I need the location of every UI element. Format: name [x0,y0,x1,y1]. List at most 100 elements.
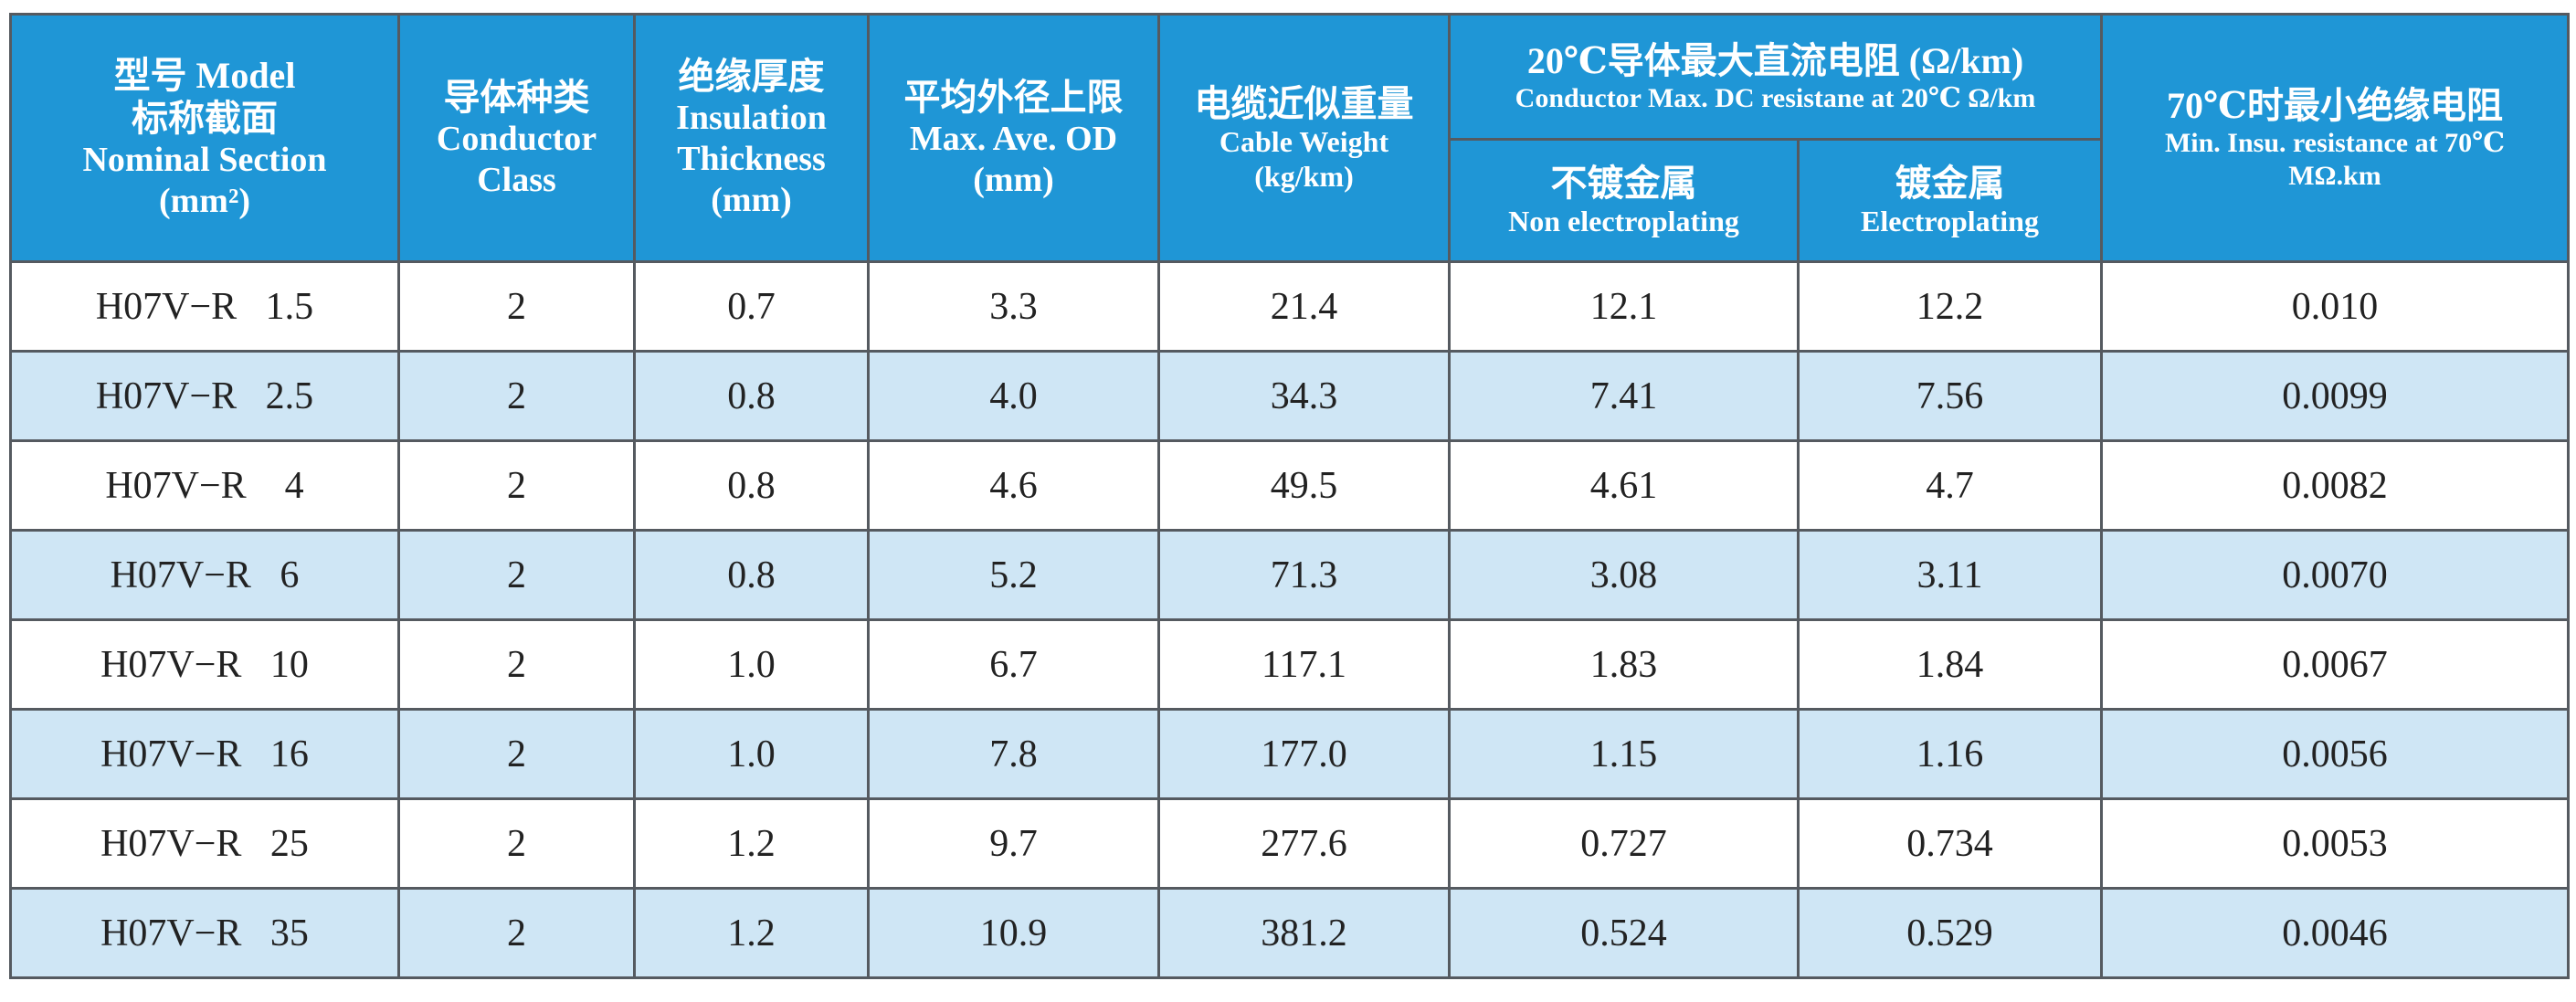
cell-res-plated: 3.11 [1797,529,2103,621]
cell-min-res: 0.010 [2100,260,2570,353]
cell-weight: 177.0 [1157,708,1451,800]
cell-thickness: 1.0 [633,708,870,800]
cell-class: 2 [397,618,636,711]
table-row: H07V−R 4 2 0.8 4.6 49.5 4.61 4.7 0.0082 [9,439,2570,532]
header-dc-resistance: 20℃导体最大直流电阻 (Ω/km) Conductor Max. DC res… [1448,13,2103,141]
cell-class: 2 [397,260,636,353]
header-model-cn: 型号 Model [113,54,296,96]
header-model-section-en: Nominal Section [82,141,327,180]
cell-od: 3.3 [867,260,1160,353]
header-conductor-class-en1: Conductor [436,119,597,158]
cell-weight: 21.4 [1157,260,1451,353]
cell-model: H07V−R 35 [9,887,400,979]
header-min-res-unit: MΩ.km [2288,160,2381,191]
cell-res-non-plated: 1.15 [1448,708,1800,800]
cell-model: H07V−R 10 [9,618,400,711]
cell-min-res: 0.0082 [2100,439,2570,532]
header-max-od: 平均外径上限 Max. Ave. OD (mm) [867,13,1160,263]
cell-res-non-plated: 4.61 [1448,439,1800,532]
header-cable-weight: 电缆近似重量 Cable Weight (kg/km) [1157,13,1451,263]
header-weight-cn: 电缆近似重量 [1194,82,1414,124]
cell-min-res: 0.0099 [2100,350,2570,442]
cell-min-res: 0.0046 [2100,887,2570,979]
cell-model: H07V−R 4 [9,439,400,532]
header-weight-en: Cable Weight [1219,124,1389,158]
cell-thickness: 1.2 [633,797,870,890]
table-body: H07V−R 1.5 2 0.7 3.3 21.4 12.1 12.2 0.01… [9,260,2570,979]
cell-model: H07V−R 25 [9,797,400,890]
cell-res-plated: 0.734 [1797,797,2103,890]
cell-res-plated: 7.56 [1797,350,2103,442]
cell-model: H07V−R 6 [9,529,400,621]
cell-res-non-plated: 1.83 [1448,618,1800,711]
cell-class: 2 [397,708,636,800]
cell-res-non-plated: 0.524 [1448,887,1800,979]
cell-model: H07V−R 2.5 [9,350,400,442]
cell-thickness: 0.8 [633,439,870,532]
cell-weight: 117.1 [1157,618,1451,711]
header-resistance-en: Conductor Max. DC resistane at 20℃ Ω/km [1515,82,2036,113]
cable-spec-table: 型号 Model 标称截面 Nominal Section (mm²) 导体种类… [9,13,2570,979]
header-non-plated-cn: 不镀金属 [1550,163,1697,205]
cell-model: H07V−R 1.5 [9,260,400,353]
table-row: H07V−R 35 2 1.2 10.9 381.2 0.524 0.529 0… [9,887,2570,979]
header-conductor-class: 导体种类 Conductor Class [397,13,636,263]
cell-od: 4.0 [867,350,1160,442]
header-non-plated-en: Non electroplating [1508,205,1739,238]
cell-od: 10.9 [867,887,1160,979]
cell-res-plated: 12.2 [1797,260,2103,353]
table-row: H07V−R 6 2 0.8 5.2 71.3 3.08 3.11 0.0070 [9,529,2570,621]
cell-res-plated: 1.84 [1797,618,2103,711]
header-od-unit: (mm) [973,160,1054,199]
header-model: 型号 Model 标称截面 Nominal Section (mm²) [9,13,400,263]
cell-od: 5.2 [867,529,1160,621]
cell-thickness: 1.0 [633,618,870,711]
cell-thickness: 0.8 [633,350,870,442]
spec-table-wrapper: 型号 Model 标称截面 Nominal Section (mm²) 导体种类… [9,13,2570,979]
cell-od: 6.7 [867,618,1160,711]
cell-od: 7.8 [867,708,1160,800]
cell-weight: 34.3 [1157,350,1451,442]
cell-od: 4.6 [867,439,1160,532]
cell-weight: 277.6 [1157,797,1451,890]
cell-weight: 381.2 [1157,887,1451,979]
table-row: H07V−R 25 2 1.2 9.7 277.6 0.727 0.734 0.… [9,797,2570,890]
header-od-en: Max. Ave. OD [909,119,1118,158]
table-header: 型号 Model 标称截面 Nominal Section (mm²) 导体种类… [9,13,2570,263]
header-weight-unit: (kg/km) [1254,159,1354,193]
cell-od: 9.7 [867,797,1160,890]
header-non-electroplating: 不镀金属 Non electroplating [1448,138,1800,263]
cell-thickness: 0.7 [633,260,870,353]
header-insulation-en1: Insulation [676,99,827,138]
cell-class: 2 [397,887,636,979]
cell-res-non-plated: 12.1 [1448,260,1800,353]
cell-res-non-plated: 0.727 [1448,797,1800,890]
cell-res-non-plated: 3.08 [1448,529,1800,621]
cell-min-res: 0.0056 [2100,708,2570,800]
cell-thickness: 0.8 [633,529,870,621]
cell-thickness: 1.2 [633,887,870,979]
header-insulation-cn: 绝缘厚度 [678,56,825,98]
header-plated-cn: 镀金属 [1895,163,2005,205]
cell-class: 2 [397,797,636,890]
cell-model: H07V−R 16 [9,708,400,800]
table-row: H07V−R 2.5 2 0.8 4.0 34.3 7.41 7.56 0.00… [9,350,2570,442]
header-od-cn: 平均外径上限 [903,76,1124,118]
table-row: H07V−R 16 2 1.0 7.8 177.0 1.15 1.16 0.00… [9,708,2570,800]
cell-min-res: 0.0070 [2100,529,2570,621]
cell-res-non-plated: 7.41 [1448,350,1800,442]
table-row: H07V−R 10 2 1.0 6.7 117.1 1.83 1.84 0.00… [9,618,2570,711]
cell-min-res: 0.0053 [2100,797,2570,890]
header-min-res-cn: 70℃时最小绝缘电阻 [2167,85,2503,127]
cell-weight: 49.5 [1157,439,1451,532]
cell-class: 2 [397,439,636,532]
cell-min-res: 0.0067 [2100,618,2570,711]
header-conductor-class-en2: Class [477,160,556,199]
header-insulation-thickness: 绝缘厚度 Insulation Thickness (mm) [633,13,870,263]
header-conductor-class-cn: 导体种类 [443,76,590,118]
cell-weight: 71.3 [1157,529,1451,621]
header-min-insulation-resistance: 70℃时最小绝缘电阻 Min. Insu. resistance at 70℃ … [2100,13,2570,263]
table-row: H07V−R 1.5 2 0.7 3.3 21.4 12.1 12.2 0.01… [9,260,2570,353]
cell-res-plated: 1.16 [1797,708,2103,800]
header-insulation-en2: Thickness [677,140,826,179]
